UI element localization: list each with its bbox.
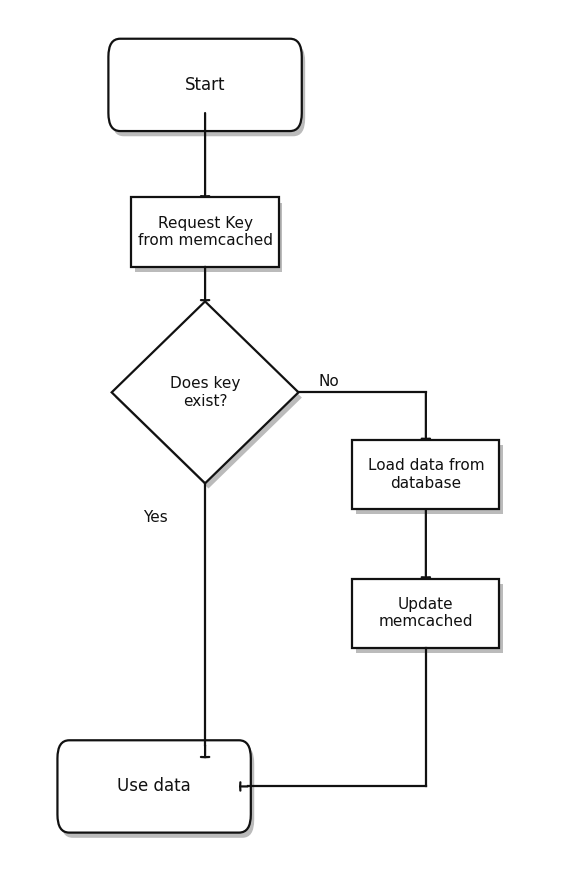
Text: Load data from
database: Load data from database bbox=[368, 458, 484, 491]
Polygon shape bbox=[112, 302, 299, 483]
Text: Request Key
from memcached: Request Key from memcached bbox=[137, 216, 273, 248]
Bar bbox=[352, 440, 499, 510]
Bar bbox=[356, 445, 503, 515]
FancyBboxPatch shape bbox=[61, 745, 254, 838]
Bar bbox=[132, 197, 278, 267]
Text: Start: Start bbox=[185, 76, 226, 94]
Bar bbox=[135, 202, 282, 272]
FancyBboxPatch shape bbox=[112, 44, 305, 136]
Text: Does key
exist?: Does key exist? bbox=[170, 376, 240, 408]
Text: Use data: Use data bbox=[117, 777, 191, 796]
Text: Yes: Yes bbox=[143, 510, 168, 525]
Polygon shape bbox=[115, 306, 302, 488]
FancyBboxPatch shape bbox=[108, 39, 302, 131]
Bar bbox=[352, 578, 499, 648]
FancyBboxPatch shape bbox=[57, 740, 251, 832]
Text: No: No bbox=[318, 374, 339, 389]
Text: Update
memcached: Update memcached bbox=[379, 597, 473, 629]
Bar bbox=[356, 583, 503, 653]
